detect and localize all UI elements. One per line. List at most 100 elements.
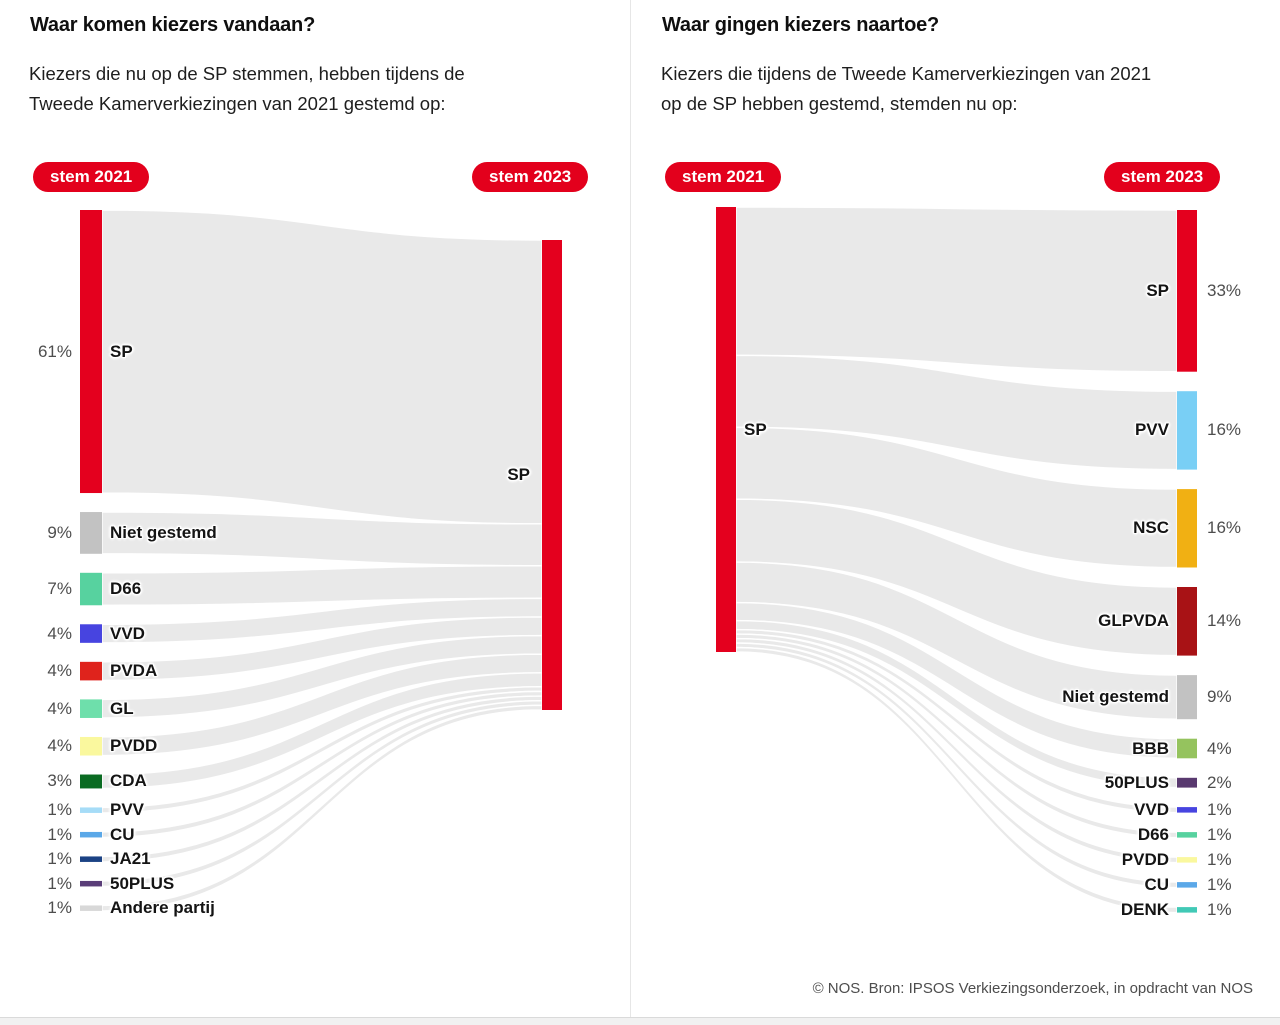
party-node — [80, 512, 102, 554]
party-node-label: SP — [1146, 280, 1169, 300]
party-node-pct: 4% — [47, 623, 72, 643]
party-node — [1177, 210, 1197, 372]
party-node-pct: 4% — [47, 698, 72, 718]
party-node-label: VVD — [1134, 799, 1169, 819]
party-node — [1177, 857, 1197, 863]
party-node-label: PVDD — [110, 736, 158, 756]
party-node-label: CU — [110, 824, 135, 844]
party-node-pct: 1% — [1207, 849, 1232, 869]
party-node — [1177, 832, 1197, 838]
party-node-pct: 4% — [47, 736, 72, 756]
party-node-pct: 1% — [47, 873, 72, 893]
panel-title: Waar gingen kiezers naartoe? — [662, 14, 940, 36]
party-node-pct: 1% — [47, 800, 72, 820]
party-node — [80, 856, 102, 862]
subtitle-line: Tweede Kamerverkiezingen van 2021 gestem… — [29, 93, 446, 114]
party-node-pct: 9% — [1207, 687, 1232, 707]
party-node-label: Andere partij — [110, 898, 215, 918]
party-node — [80, 624, 102, 643]
party-node-label: PVV — [1134, 420, 1169, 440]
party-node-pct: 1% — [1207, 799, 1232, 819]
party-node-label: JA21 — [110, 849, 151, 869]
badge-stem-2023: stem 2023 — [472, 162, 589, 192]
badge-stem-2023: stem 2023 — [1104, 162, 1221, 192]
party-node-label: PVDD — [1121, 849, 1169, 869]
party-node-label: PVV — [110, 800, 145, 820]
panel-where-to: Waar gingen kiezers naartoe? Kiezers die… — [632, 0, 1280, 1017]
source-attribution: © NOS. Bron: IPSOS Verkiezingsonderzoek,… — [812, 980, 1253, 997]
party-node-label: VVD — [110, 623, 145, 643]
party-node-pct: 16% — [1207, 420, 1242, 440]
subtitle-line: Kiezers die tijdens de Tweede Kamerverki… — [661, 63, 1152, 84]
party-node-pct: 33% — [1207, 280, 1242, 300]
party-node — [1177, 391, 1197, 470]
party-node-label: PVDA — [110, 661, 158, 681]
party-node-pct: 2% — [1207, 772, 1232, 792]
party-node — [80, 661, 102, 681]
party-node-pct: 61% — [37, 341, 72, 361]
party-node-pct: 1% — [1207, 824, 1232, 844]
party-node-label: SP — [110, 341, 133, 361]
party-node-pct: 1% — [47, 898, 72, 918]
party-node-pct: 4% — [47, 661, 72, 681]
panel-subtitle: Kiezers die tijdens de Tweede Kamerverki… — [661, 59, 1151, 119]
party-node-label: 50PLUS — [1104, 772, 1169, 792]
party-node — [1177, 882, 1197, 888]
party-node-label: Niet gestemd — [1062, 687, 1169, 707]
party-node-label: Niet gestemd — [110, 522, 217, 542]
party-node — [80, 774, 102, 789]
subtitle-line: Kiezers die nu op de SP stemmen, hebben … — [29, 63, 465, 84]
hub-node — [542, 240, 562, 710]
panel-where-from: Waar komen kiezers vandaan? Kiezers die … — [0, 0, 630, 1017]
flow-band — [101, 672, 543, 790]
panel-subtitle: Kiezers die nu op de SP stemmen, hebben … — [29, 59, 465, 119]
party-node-label: GL — [110, 698, 134, 718]
party-node-label: NSC — [1133, 518, 1169, 538]
party-node-pct: 1% — [47, 849, 72, 869]
party-node-pct: 9% — [47, 522, 72, 542]
party-node — [80, 905, 102, 911]
sankey-chart-from — [80, 209, 562, 912]
party-node — [80, 807, 102, 813]
party-node-pct: 1% — [1207, 899, 1232, 919]
party-node-label: CU — [1144, 874, 1169, 894]
party-node-pct: 16% — [1207, 518, 1242, 538]
party-node-pct: 1% — [1207, 874, 1232, 894]
party-node-label: D66 — [1137, 824, 1169, 844]
panel-title: Waar komen kiezers vandaan? — [30, 14, 316, 36]
flow-band — [735, 498, 1178, 657]
party-node — [1177, 807, 1197, 813]
party-node — [1177, 587, 1197, 656]
party-node-pct: 1% — [47, 824, 72, 844]
party-node — [80, 831, 102, 838]
party-node-pct: 7% — [47, 579, 72, 599]
party-node — [1177, 738, 1197, 759]
party-node — [80, 572, 102, 606]
bottom-page-edge — [0, 1017, 1280, 1025]
party-node — [1177, 675, 1197, 720]
badge-stem-2021: stem 2021 — [665, 162, 782, 192]
hub-node-label: SP — [744, 419, 767, 439]
party-node-pct: 4% — [1207, 738, 1232, 758]
party-node-label: BBB — [1132, 738, 1169, 758]
panel-divider — [630, 0, 631, 1017]
party-node-label: D66 — [110, 579, 142, 599]
party-node — [80, 736, 102, 756]
party-node-pct: 3% — [47, 771, 72, 791]
party-node-label: DENK — [1120, 899, 1169, 919]
hub-node — [716, 207, 736, 652]
party-node-label: GLPVDA — [1098, 611, 1169, 631]
hub-node-label: SP — [507, 465, 530, 484]
party-node — [1177, 907, 1197, 913]
party-node-label: 50PLUS — [110, 873, 175, 893]
flow-band — [735, 206, 1178, 373]
sankey-chart-to — [716, 206, 1197, 914]
party-node — [1177, 777, 1197, 788]
party-node — [80, 210, 102, 494]
party-node-pct: 14% — [1207, 611, 1242, 631]
party-node — [80, 699, 102, 718]
party-node — [1177, 489, 1197, 568]
party-node-label: CDA — [110, 771, 147, 791]
subtitle-line: op de SP hebben gestemd, stemden nu op: — [661, 93, 1018, 114]
